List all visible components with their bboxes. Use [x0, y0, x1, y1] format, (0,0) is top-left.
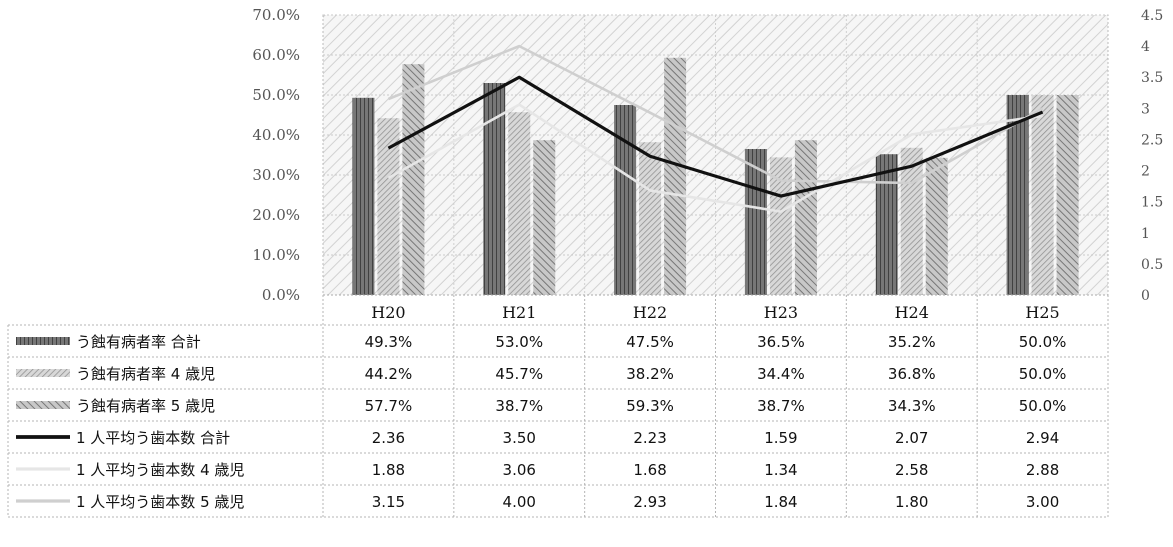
table-cell: 1.59 [764, 429, 797, 447]
table-cell: 1.84 [764, 493, 797, 511]
table-cell: 2.88 [1026, 461, 1059, 479]
left-tick-label: 30.0% [252, 166, 300, 184]
left-tick-label: 0.0% [262, 286, 300, 304]
table-cell: 3.00 [1026, 493, 1059, 511]
table-cell: 53.0% [495, 333, 543, 351]
data-table: H20 H21 H22 H23 H24 H25 う蝕有病者率 合計 49.3% 53.0% 47.… [7, 294, 1109, 518]
left-tick-label: 70.0% [252, 6, 300, 24]
bar-s1-H23 [769, 157, 792, 295]
right-tick-label: 1.5 [1141, 195, 1163, 211]
table-cell: 57.7% [365, 397, 413, 415]
table-cell: 50.0% [1019, 365, 1067, 383]
table-cell: 59.3% [626, 397, 674, 415]
right-tick-label: 1 [1141, 226, 1150, 242]
legend-label-3: 1 人平均う歯本数 合計 [76, 429, 230, 447]
table-cell: 3.15 [372, 493, 405, 511]
table-cell: 1.34 [764, 461, 797, 479]
table-cell: 44.2% [365, 365, 413, 383]
right-tick-label: 2.5 [1141, 132, 1163, 148]
legend-label-2: う蝕有病者率 5 歳児 [76, 397, 215, 415]
table-cell: 36.5% [757, 333, 805, 351]
category-label-H25: H25 [1025, 303, 1059, 322]
table-cell: 38.7% [757, 397, 805, 415]
bar-s1-H21 [508, 112, 531, 295]
table-cell: 45.7% [495, 365, 543, 383]
table-cell: 49.3% [365, 333, 413, 351]
legend-swatch-0 [16, 337, 70, 345]
left-axis-ticks: 0.0% 10.0% 20.0% 30.0% 40.0% 50.0% 60.0% 70.0% [252, 6, 300, 304]
bar-s0-H22 [614, 105, 637, 295]
left-tick-label: 40.0% [252, 126, 300, 144]
bar-s0-H24 [875, 154, 898, 295]
legend-label-5: 1 人平均う歯本数 5 歳児 [76, 493, 244, 511]
bars [352, 57, 1079, 295]
right-axis-ticks: 0 0.5 1 1.5 2 2.5 3 3.5 4 4.5 [1141, 8, 1163, 304]
bar-s1-H22 [639, 142, 662, 295]
legend-swatch-1 [16, 369, 70, 377]
table-cell: 50.0% [1019, 333, 1067, 351]
legend-label-1: う蝕有病者率 4 歳児 [76, 365, 215, 383]
table-cell: 34.4% [757, 365, 805, 383]
bar-s1-H25 [1031, 95, 1054, 295]
left-tick-label: 60.0% [252, 46, 300, 64]
table-cell: 1.80 [895, 493, 928, 511]
line-series-1 [387, 103, 1043, 213]
category-label-H20: H20 [371, 303, 405, 322]
lines [387, 44, 1044, 213]
bar-s2-H24 [925, 157, 948, 295]
right-tick-label: 4 [1141, 39, 1150, 55]
table-cell: 47.5% [626, 333, 674, 351]
line-series-2 [387, 44, 1044, 185]
bar-s1-H24 [900, 147, 923, 295]
table-cell: 35.2% [888, 333, 936, 351]
bar-s0-H21 [483, 83, 506, 295]
table-cell: 1.68 [633, 461, 666, 479]
table-cell: 38.2% [626, 365, 674, 383]
left-tick-label: 10.0% [252, 246, 300, 264]
table-cell: 2.58 [895, 461, 928, 479]
bar-s0-H20 [352, 97, 375, 295]
table-cell: 34.3% [888, 397, 936, 415]
right-tick-label: 4.5 [1141, 8, 1163, 24]
table-cell: 3.06 [503, 461, 536, 479]
table-cell: 2.93 [633, 493, 666, 511]
right-tick-label: 3.5 [1141, 70, 1163, 86]
table-cell: 2.23 [633, 429, 666, 447]
legend-swatch-2 [16, 401, 70, 409]
bar-s2-H20 [402, 64, 425, 295]
legend-label-0: う蝕有病者率 合計 [76, 333, 201, 351]
legend-label-4: 1 人平均う歯本数 4 歳児 [76, 461, 244, 479]
category-label-H22: H22 [633, 303, 667, 322]
table-cell: 38.7% [495, 397, 543, 415]
category-label-H21: H21 [502, 303, 536, 322]
left-tick-label: 20.0% [252, 206, 300, 224]
table-cell: 2.07 [895, 429, 928, 447]
table-cell: 2.94 [1026, 429, 1059, 447]
table-cell: 1.88 [372, 461, 405, 479]
table-cell: 4.00 [503, 493, 536, 511]
bar-s2-H21 [533, 140, 556, 295]
right-tick-label: 3 [1141, 101, 1150, 117]
bar-s2-H22 [664, 57, 687, 295]
table-cell: 50.0% [1019, 397, 1067, 415]
category-label-H24: H24 [895, 303, 929, 322]
line-series-0 [387, 75, 1044, 198]
bar-s1-H20 [377, 118, 400, 295]
category-label-H23: H23 [764, 303, 798, 322]
table-cell: 3.50 [503, 429, 536, 447]
bar-s0-H25 [1006, 95, 1029, 295]
bar-s2-H23 [794, 140, 817, 295]
table-cell: 36.8% [888, 365, 936, 383]
table-cell: 2.36 [372, 429, 405, 447]
bar-s2-H25 [1056, 95, 1079, 295]
left-tick-label: 50.0% [252, 86, 300, 104]
right-tick-label: 0.5 [1141, 257, 1163, 273]
right-tick-label: 2 [1141, 164, 1150, 180]
right-tick-label: 0 [1141, 288, 1150, 304]
